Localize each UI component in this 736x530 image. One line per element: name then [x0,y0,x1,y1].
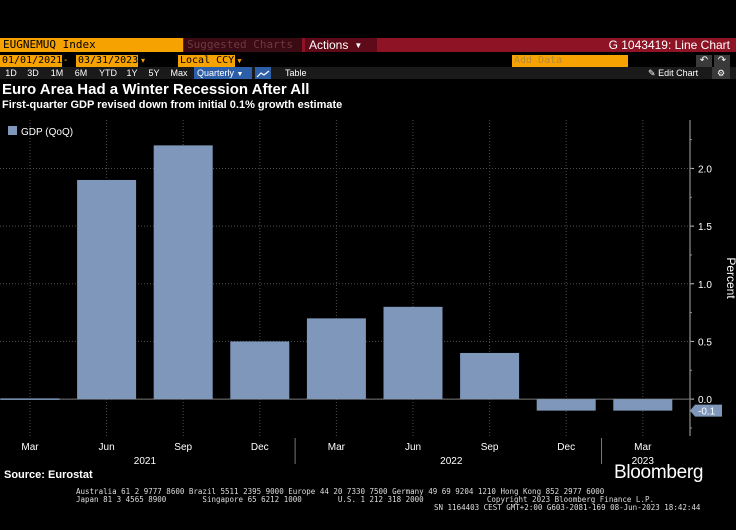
x-tick-label: Jun [99,442,115,453]
command-bar: EUGNEMUQ Index Suggested Charts Actions ▼… [0,38,736,52]
chevron-down-icon: ▼ [354,41,363,50]
y-tick-label: 2.0 [698,164,712,175]
source-note: Source: Eurostat [4,469,93,481]
range-1m[interactable]: 1M [50,68,64,78]
start-date-field[interactable]: 01/01/2021 [0,55,63,67]
calendar-icon[interactable]: ▾ [139,55,146,67]
y-tick-label: 1.0 [698,280,712,291]
range-6m[interactable]: 6M [74,68,88,78]
ticker-field[interactable]: EUGNEMUQ Index [0,38,183,52]
range-ytd[interactable]: YTD [99,68,117,78]
range-bar: 1D 3D 1M 6M YTD 1Y 5Y Max Quarterly ▼ Ta… [0,67,736,79]
range-1d[interactable]: 1D [5,68,17,78]
footer-phones-line-2: Japan 81 3 4565 8900 Singapore 65 6212 1… [76,495,654,504]
y-axis-label: Percent [724,257,736,299]
edit-chart-button[interactable]: ✎ Edit Chart [648,67,698,79]
x-tick-label: Dec [251,442,269,453]
footer-session-line: SN 1164403 CEST GMT+2:00 G603-2081-169 0… [434,503,701,512]
x-tick-label: Mar [634,442,652,453]
actions-menu[interactable]: Actions ▼ [305,38,377,52]
range-3d[interactable]: 3D [27,68,39,78]
y-tick-label: 0.0 [698,395,712,406]
window-title: G 1043419: Line Chart [608,38,730,52]
x-tick-label: Sep [174,442,192,453]
legend-swatch [8,126,17,135]
table-button[interactable]: Table [285,68,307,78]
x-tick-label: Jun [405,442,421,453]
date-bar: 01/01/2021 - 03/31/2023 ▾ Local CCY ▼ Ad… [0,55,736,67]
bar [460,352,520,400]
bloomberg-logo: Bloomberg [614,462,704,483]
last-value-badge [690,404,722,417]
last-value-label: -0.1 [698,407,716,418]
y-tick-label: 0.5 [698,337,712,348]
bar [536,399,596,411]
bar [383,306,443,400]
x-tick-label: Sep [481,442,499,453]
bar [306,318,366,400]
range-5y[interactable]: 5Y [148,68,160,78]
x-year-label: 2022 [440,456,463,464]
end-date-field[interactable]: 03/31/2023 [76,55,139,67]
bar [230,341,290,400]
undo-icon[interactable]: ↶ [696,55,712,67]
footer-phones-line-1: Australia 61 2 9777 8600 Brazil 5511 239… [76,487,605,496]
range-1y[interactable]: 1Y [126,68,138,78]
legend-label: GDP (QoQ) [21,127,73,138]
chart-title: Euro Area Had a Winter Recession After A… [2,81,310,98]
chevron-down-icon: ▼ [236,71,244,78]
frequency-select[interactable]: Quarterly ▼ [194,67,252,79]
frequency-value: Quarterly [197,68,235,78]
chart-subtitle: First-quarter GDP revised down from init… [2,99,343,111]
x-tick-label: Mar [328,442,346,453]
bar [153,145,213,400]
bar [613,399,673,411]
date-separator: - [64,55,68,66]
x-tick-label: Mar [21,442,39,453]
add-data-input[interactable]: Add Data [512,55,628,67]
line-chart-icon[interactable] [255,67,271,79]
currency-value: Local CCY [180,55,235,66]
pencil-icon: ✎ [648,68,656,78]
currency-select[interactable]: Local CCY ▼ [178,55,244,67]
actions-label: Actions [309,38,349,52]
x-year-label: 2023 [632,456,655,464]
x-tick-label: Dec [557,442,575,453]
x-year-label: 2021 [134,456,157,464]
edit-chart-label: Edit Chart [658,68,699,78]
range-max[interactable]: Max [170,68,188,78]
y-tick-label: 1.5 [698,222,712,233]
redo-icon[interactable]: ↷ [714,55,730,67]
chart-area: 0.0 0.5 1.0 1.5 2.0 -0.1 Percent Mar Jun Sep Dec Ma… [0,120,736,464]
bar [77,179,137,400]
suggested-charts-button[interactable]: Suggested Charts [184,38,302,52]
chevron-down-icon: ▼ [235,55,244,67]
gear-icon[interactable]: ⚙ [712,67,730,79]
